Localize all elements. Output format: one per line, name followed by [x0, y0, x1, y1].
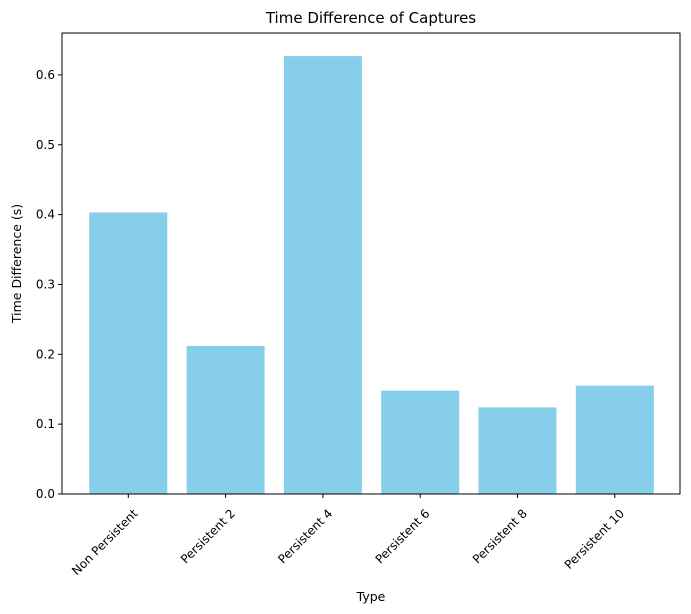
bar-persistent-6 [381, 390, 460, 494]
x-tick-label-persistent-4: Persistent 4 [275, 506, 335, 566]
bars-group [89, 56, 654, 494]
y-tick-label: 0.0 [36, 487, 55, 501]
bar-non-persistent [89, 212, 168, 494]
y-tick-label: 0.1 [36, 417, 55, 431]
plot-frame [61, 32, 681, 495]
y-tick-label: 0.6 [36, 68, 55, 82]
y-tick-label: 0.3 [36, 277, 55, 291]
x-tick-label-persistent-2: Persistent 2 [178, 506, 238, 566]
x-axis-label: Type [356, 589, 386, 604]
bar-persistent-10 [575, 385, 654, 494]
x-axis: Non Persistent Persistent 2 Persistent 4 Pe… [69, 494, 627, 578]
chart-title: Time Difference of Captures [265, 9, 476, 27]
y-axis: 0.0 0.1 0.2 0.3 0.4 0.5 0.6 [36, 68, 62, 501]
y-tick-label: 0.2 [36, 347, 55, 361]
x-tick-label-persistent-8: Persistent 8 [470, 506, 530, 566]
y-axis-label: Time Difference (s) [9, 204, 24, 324]
bar-persistent-8 [478, 407, 557, 494]
bar-persistent-2 [186, 345, 265, 494]
y-tick-label: 0.5 [36, 138, 55, 152]
x-tick-label-persistent-6: Persistent 6 [373, 506, 433, 566]
x-tick-label-persistent-10: Persistent 10 [562, 506, 627, 571]
y-tick-label: 0.4 [36, 208, 55, 222]
x-tick-label-non-persistent: Non Persistent [69, 506, 141, 578]
bar-persistent-4 [283, 56, 362, 494]
